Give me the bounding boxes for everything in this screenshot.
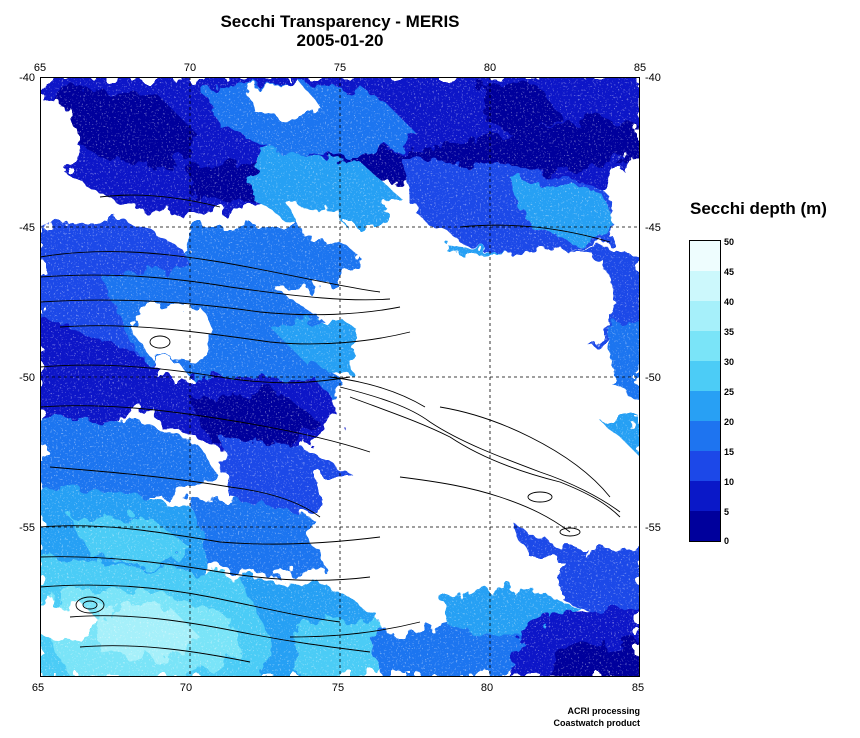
lat-tick-left-40: -40 <box>19 72 35 84</box>
legend-label-50: 50 <box>724 237 735 247</box>
lon-tick-top-85: 85 <box>633 62 647 74</box>
lat-tick-left-45: -45 <box>19 222 35 234</box>
legend-label-5: 5 <box>724 507 730 517</box>
color-scale-bin-25-30 <box>690 361 720 391</box>
legend-label-15: 15 <box>724 447 735 457</box>
lon-tick-bottom-65: 65 <box>31 682 45 694</box>
lon-tick-bottom-85: 85 <box>631 682 645 694</box>
lon-tick-top-65: 65 <box>33 62 47 74</box>
bathymetry-contours <box>40 194 621 663</box>
legend-label-30: 30 <box>724 357 735 367</box>
lat-tick-right-45: -45 <box>645 222 661 234</box>
lat-tick-left-50: -50 <box>19 372 35 384</box>
legend-title: Secchi depth (m) <box>690 199 827 218</box>
lon-tick-top-75: 75 <box>333 62 347 74</box>
color-scale-bin-20-25 <box>690 391 720 421</box>
legend-label-35: 35 <box>724 327 735 337</box>
color-scale <box>689 240 721 542</box>
secchi-map-canvas <box>40 77 640 677</box>
lat-tick-right-55: -55 <box>645 522 661 534</box>
legend-label-20: 20 <box>724 417 735 427</box>
color-scale-bin-40-45 <box>690 271 720 301</box>
legend-label-10: 10 <box>724 477 735 487</box>
color-scale-bin-0-5 <box>690 511 720 541</box>
color-scale-bin-15-20 <box>690 421 720 451</box>
legend-label-25: 25 <box>724 387 735 397</box>
lon-tick-bottom-75: 75 <box>331 682 345 694</box>
lon-tick-top-80: 80 <box>483 62 497 74</box>
lat-tick-right-50: -50 <box>645 372 661 384</box>
credit-processing: ACRI processing <box>567 706 640 716</box>
lat-tick-left-55: -55 <box>19 522 35 534</box>
color-scale-bin-35-40 <box>690 301 720 331</box>
lon-tick-top-70: 70 <box>183 62 197 74</box>
secchi-map <box>40 77 640 677</box>
legend-label-0: 0 <box>724 536 730 546</box>
graticule <box>40 77 640 677</box>
lon-tick-bottom-70: 70 <box>179 682 193 694</box>
lon-tick-bottom-80: 80 <box>480 682 494 694</box>
contour-rings <box>75 335 581 614</box>
map-title: Secchi Transparency - MERIS <box>220 12 460 31</box>
map-date: 2005-01-20 <box>296 31 384 50</box>
color-scale-bin-10-15 <box>690 451 720 481</box>
color-scale-bin-45-50 <box>690 241 720 271</box>
legend-label-45: 45 <box>724 267 735 277</box>
map-frame <box>40 77 640 677</box>
lat-tick-right-40: -40 <box>645 72 661 84</box>
legend-label-40: 40 <box>724 297 735 307</box>
credit-product: Coastwatch product <box>553 718 640 728</box>
color-scale-bin-30-35 <box>690 331 720 361</box>
color-scale-bin-5-10 <box>690 481 720 511</box>
color-scale-frame <box>689 240 721 542</box>
